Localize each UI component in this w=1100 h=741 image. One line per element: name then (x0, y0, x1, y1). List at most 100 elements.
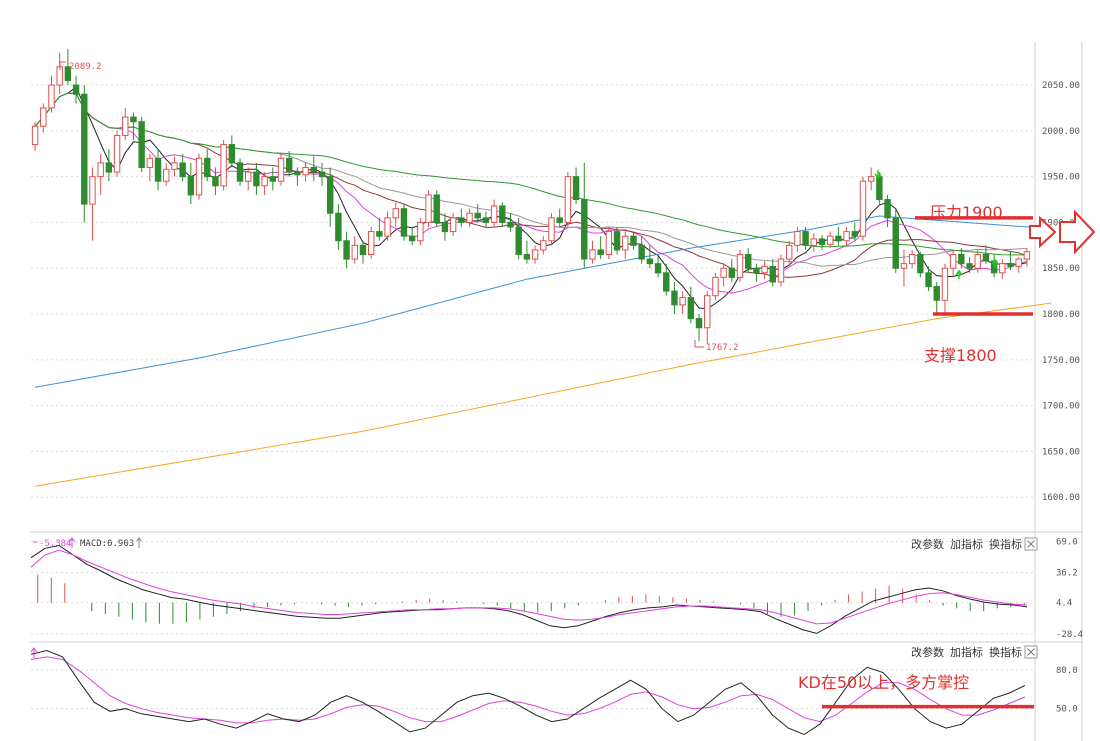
candle (826, 231, 834, 249)
candle (531, 245, 539, 264)
candle (982, 245, 990, 264)
candle (1007, 251, 1014, 271)
ma60-line (34, 92, 1027, 256)
candle (728, 259, 736, 282)
candle (482, 211, 490, 228)
price-tick-label: 1850.00 (1042, 264, 1080, 274)
candle (31, 121, 39, 151)
candle (384, 211, 391, 241)
candle (48, 75, 55, 113)
candle (646, 245, 654, 269)
candle (695, 314, 703, 342)
candle (884, 194, 891, 228)
candle (195, 153, 203, 200)
candle (417, 217, 424, 246)
candle (310, 156, 317, 182)
candle (663, 263, 670, 296)
change-params-button[interactable]: 改参数 (911, 645, 944, 659)
ma20-line (34, 92, 1028, 278)
candle (204, 149, 211, 182)
price-tick-label: 1950.00 (1042, 173, 1080, 183)
buy-signal-icon (991, 258, 999, 268)
candle (294, 167, 301, 186)
add-indicator-button[interactable]: 加指标 (950, 537, 983, 551)
candle (236, 158, 244, 186)
macd-tick-label: 4.4 (1056, 599, 1072, 609)
candle (777, 254, 785, 287)
candle (269, 167, 277, 191)
macd-dif-line (30, 544, 1028, 634)
price-tick-label: 1650.00 (1042, 447, 1080, 457)
candle (867, 167, 875, 191)
candle (712, 272, 719, 301)
candlesticks (31, 49, 1031, 345)
kd-d-line (30, 656, 1026, 724)
candle (851, 222, 858, 241)
add-indicator-button[interactable]: 加指标 (950, 645, 983, 659)
candle (277, 153, 285, 186)
candle (761, 260, 768, 280)
candle (523, 240, 531, 264)
candle (785, 240, 793, 264)
candle (859, 176, 867, 241)
change-params-button[interactable]: 改参数 (911, 537, 944, 551)
ma250-line (35, 302, 1052, 487)
kd-axis: 80.0 50.0 (31, 666, 1078, 715)
candle (400, 204, 408, 241)
candle (392, 202, 399, 228)
candle (56, 52, 63, 95)
sell-signal-icon (874, 170, 882, 180)
candle (802, 227, 809, 250)
candle (753, 263, 760, 282)
candle (794, 227, 801, 252)
macd-lines (30, 544, 1028, 634)
candle (966, 257, 973, 273)
kd-lines (30, 649, 1026, 736)
support-label: 支撑1800 (924, 346, 997, 365)
kd-tick-label: 50.0 (1056, 705, 1078, 715)
candle (245, 167, 252, 191)
kd-toolbar: 改参数 加指标 换指标 (911, 645, 1038, 659)
macd-tick-label: 69.0 (1056, 538, 1078, 548)
close-icon[interactable] (1024, 645, 1038, 659)
candle (187, 162, 195, 205)
candle (81, 85, 88, 223)
candle (89, 167, 96, 241)
swap-indicator-button[interactable]: 换指标 (989, 645, 1022, 659)
candle (654, 254, 662, 278)
high-marker-label: 2089.2 (69, 62, 102, 72)
candle (449, 213, 457, 237)
candle (122, 107, 129, 140)
candle (499, 202, 506, 228)
price-tick-label: 2000.00 (1042, 127, 1080, 137)
macd-tick-label: -28.4 (1056, 630, 1083, 640)
candle (958, 248, 965, 269)
macd-axis: 69.0 36.2 4.4 -28.4 (31, 538, 1083, 640)
candle (171, 156, 178, 177)
candle (318, 162, 326, 186)
candle (64, 49, 72, 86)
buy-signal-icon (955, 269, 963, 279)
candle (253, 162, 260, 195)
candle (540, 236, 547, 255)
low-marker: 1767.2 (694, 340, 739, 353)
price-tick-label: 1700.00 (1042, 402, 1080, 412)
ma120-line (35, 215, 1052, 388)
candle (671, 281, 678, 315)
candle (564, 172, 572, 228)
swap-indicator-button[interactable]: 换指标 (989, 537, 1022, 551)
candle (351, 236, 358, 264)
candle (597, 236, 604, 260)
candle (212, 167, 219, 195)
candle (154, 149, 162, 191)
candle (72, 75, 80, 104)
candle (220, 140, 227, 191)
candle (605, 227, 613, 260)
close-icon[interactable] (1024, 537, 1038, 551)
candle (466, 208, 473, 228)
candle (745, 248, 752, 273)
candle (990, 254, 998, 278)
candle (326, 167, 334, 228)
candle (343, 231, 350, 269)
